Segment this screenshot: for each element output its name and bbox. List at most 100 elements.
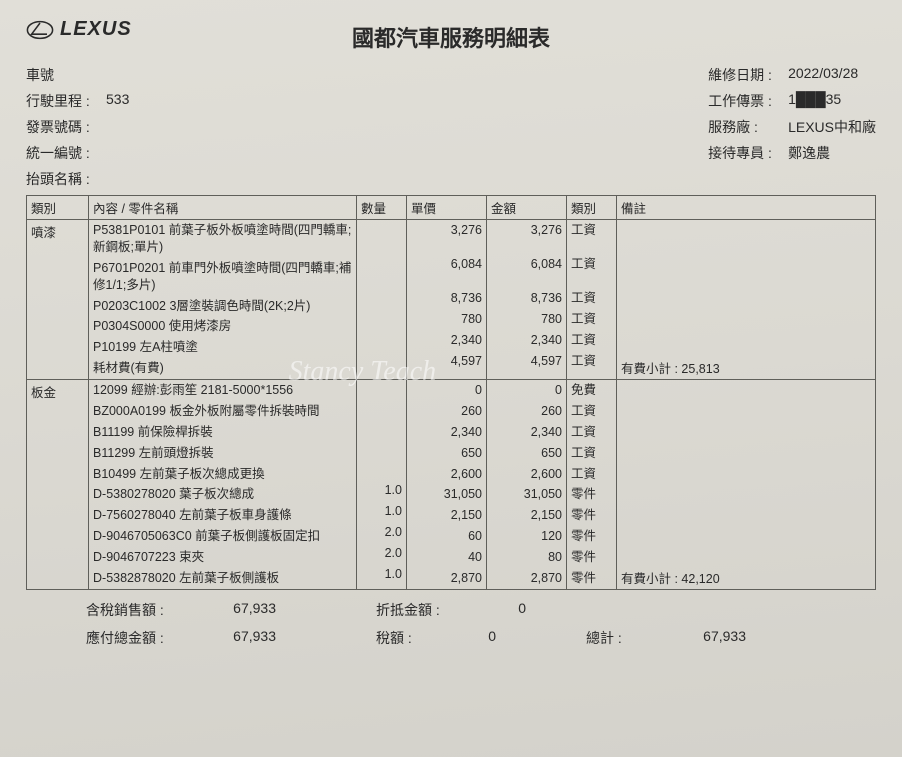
line-amount: 3,276 [487, 220, 566, 254]
mileage-value: 533 [106, 91, 129, 111]
line-unit: 0 [407, 380, 486, 401]
line-desc: B10499 左前葉子板次總成更換 [89, 464, 356, 485]
category-cell: 噴漆 [27, 220, 89, 380]
line-type: 工資 [567, 220, 616, 254]
unit-cell: 3,2766,0848,7367802,3404,597 [407, 220, 487, 380]
line-desc: D-9046705063C0 前葉子板側護板固定扣 [89, 526, 356, 547]
line-type: 工資 [567, 422, 616, 443]
line-amount: 650 [487, 443, 566, 464]
line-unit: 2,150 [407, 505, 486, 526]
taxid-label: 統一編號 : [26, 143, 106, 163]
subtotal-line: 有費小計 : 42,120 [621, 568, 871, 587]
th-unit: 單價 [407, 196, 487, 220]
taxed-sales-label: 含稅銷售額 : [86, 600, 166, 620]
line-amount: 2,600 [487, 464, 566, 485]
line-desc: D-7560278040 左前葉子板車身護條 [89, 505, 356, 526]
line-qty [357, 348, 406, 368]
line-unit: 4,597 [407, 351, 486, 372]
line-type: 工資 [567, 288, 616, 309]
th-amount: 金額 [487, 196, 567, 220]
line-amount: 8,736 [487, 288, 566, 309]
line-qty: 1.0 [357, 564, 406, 585]
line-unit: 260 [407, 401, 486, 422]
line-desc: B11299 左前頭燈拆裝 [89, 443, 356, 464]
line-unit: 2,340 [407, 330, 486, 351]
mileage-label: 行駛里程 : [26, 91, 106, 111]
line-qty [357, 328, 406, 348]
line-unit: 650 [407, 443, 486, 464]
line-qty: 1.0 [357, 480, 406, 501]
line-unit: 6,084 [407, 254, 486, 288]
line-qty [357, 254, 406, 288]
line-type: 零件 [567, 568, 616, 589]
section-row: 板金12099 經辦:彭雨笙 2181-5000*1556BZ000A0199 … [27, 380, 876, 590]
line-desc: P10199 左A柱噴塗 [89, 337, 356, 358]
line-qty [357, 400, 406, 420]
plate-label: 車號 [26, 65, 106, 85]
tax-label: 稅額 : [376, 628, 426, 648]
line-amount: 260 [487, 401, 566, 422]
line-unit: 780 [407, 309, 486, 330]
note-cell: 有費小計 : 25,813 [617, 220, 876, 380]
line-amount: 780 [487, 309, 566, 330]
line-amount: 2,340 [487, 422, 566, 443]
line-type: 工資 [567, 443, 616, 464]
payable-value: 67,933 [196, 628, 276, 648]
line-unit: 2,340 [407, 422, 486, 443]
type-cell: 工資工資工資工資工資工資 [567, 220, 617, 380]
line-amount: 2,870 [487, 568, 566, 589]
line-type: 工資 [567, 254, 616, 288]
line-amount: 80 [487, 547, 566, 568]
discount-label: 折抵金額 : [376, 600, 456, 620]
line-qty [357, 308, 406, 328]
line-amount: 6,084 [487, 254, 566, 288]
line-desc: D-9046707223 束夾 [89, 547, 356, 568]
qty-cell [357, 220, 407, 380]
date-label: 維修日期 : [708, 65, 788, 85]
grand-label: 總計 : [586, 628, 636, 648]
line-amount: 2,340 [487, 330, 566, 351]
line-type: 工資 [567, 401, 616, 422]
line-qty [357, 288, 406, 308]
type-cell: 免費工資工資工資工資零件零件零件零件零件 [567, 380, 617, 590]
line-type: 工資 [567, 351, 616, 372]
line-desc: P0304S0000 使用烤漆房 [89, 316, 356, 337]
line-desc: D-5382878020 左前葉子板側護板 [89, 568, 356, 589]
line-unit: 2,870 [407, 568, 486, 589]
ticket-value: 1███35 [788, 91, 841, 111]
line-amount: 31,050 [487, 484, 566, 505]
tax-value: 0 [456, 628, 496, 648]
line-type: 工資 [567, 330, 616, 351]
line-qty [357, 380, 406, 400]
line-desc: D-5380278020 葉子板次總成 [89, 484, 356, 505]
line-unit: 40 [407, 547, 486, 568]
line-desc: P0203C1002 3層塗裝調色時間(2K;2片) [89, 296, 356, 317]
th-note: 備註 [617, 196, 876, 220]
line-unit: 8,736 [407, 288, 486, 309]
taxed-sales-value: 67,933 [196, 600, 276, 620]
line-type: 零件 [567, 505, 616, 526]
line-qty: 1.0 [357, 501, 406, 522]
line-qty: 2.0 [357, 522, 406, 543]
line-qty: 2.0 [357, 543, 406, 564]
line-amount: 4,597 [487, 351, 566, 372]
payable-label: 應付總金額 : [86, 628, 166, 648]
shop-value: LEXUS中和廠 [788, 117, 876, 137]
totals-block: 含稅銷售額 : 67,933 折抵金額 : 0 應付總金額 : 67,933 稅… [26, 600, 876, 648]
line-qty [357, 420, 406, 440]
invoice-label: 發票號碼 : [26, 117, 106, 137]
desc-cell: 12099 經辦:彭雨笙 2181-5000*1556BZ000A0199 板金… [89, 380, 357, 590]
section-row: 噴漆P5381P0101 前葉子板外板噴塗時間(四門轎車;新鋼板;單片)P670… [27, 220, 876, 380]
table-header-row: 類別 內容 / 零件名稱 數量 單價 金額 類別 備註 [27, 196, 876, 220]
th-type: 類別 [567, 196, 617, 220]
discount-value: 0 [486, 600, 526, 620]
line-unit: 2,600 [407, 464, 486, 485]
th-desc: 內容 / 零件名稱 [89, 196, 357, 220]
line-type: 零件 [567, 526, 616, 547]
line-desc: 12099 經辦:彭雨笙 2181-5000*1556 [89, 380, 356, 401]
date-value: 2022/03/28 [788, 65, 858, 85]
desc-cell: P5381P0101 前葉子板外板噴塗時間(四門轎車;新鋼板;單片)P6701P… [89, 220, 357, 380]
document-title: 國都汽車服務明細表 [26, 21, 876, 53]
line-type: 零件 [567, 547, 616, 568]
brand-text: LEXUS [60, 18, 132, 41]
